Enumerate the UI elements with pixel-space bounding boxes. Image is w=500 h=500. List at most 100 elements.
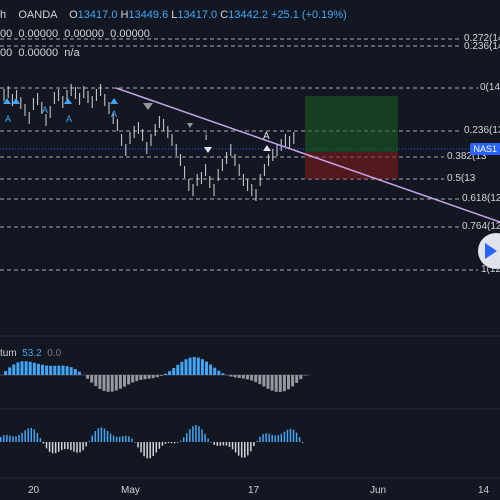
momentum-bar	[200, 359, 204, 375]
indicator-row-1: 00 0.00000 0.00000 0.00000	[0, 28, 150, 40]
signal-markers	[3, 98, 118, 104]
oscillator-bar	[189, 429, 191, 442]
oscillator-bar	[289, 428, 292, 442]
fib-label: 0.272(14	[464, 33, 500, 44]
ohlc-legend: h OANDA O13417.0 H13449.6 L13417.0 C1344…	[0, 9, 347, 21]
momentum-bar	[155, 375, 159, 378]
price-tag: NAS1	[470, 143, 500, 155]
momentum-bar	[278, 375, 282, 393]
momentum-bar	[53, 365, 57, 375]
momentum-bar	[254, 375, 258, 383]
oscillator-bar	[228, 442, 231, 447]
oscillator-bar	[176, 442, 179, 443]
momentum-bar	[94, 375, 98, 387]
x-axis-label: 14	[478, 485, 490, 496]
oscillator-bar	[186, 433, 188, 442]
oscillator-bar	[247, 442, 249, 456]
oscillator-bar	[15, 436, 17, 442]
oscillator-bar	[64, 442, 66, 450]
momentum-bar	[287, 375, 290, 390]
timeframe: h	[0, 9, 7, 21]
play-button[interactable]	[478, 233, 500, 269]
down-arrow-icon	[187, 123, 193, 128]
momentum-bar	[262, 375, 266, 387]
oscillator-bar	[61, 442, 63, 451]
momentum-bar	[8, 367, 12, 375]
indicator-value: 00	[0, 47, 13, 59]
momentum-bar	[274, 375, 278, 392]
momentum-bar	[188, 357, 192, 375]
momentum-bar	[205, 361, 208, 375]
oscillator-bar	[179, 440, 182, 442]
momentum-bar	[237, 375, 241, 379]
oscillator-bar	[170, 442, 173, 444]
oscillator-bar	[222, 442, 225, 446]
high-value: 13449.6	[128, 9, 169, 21]
oscillator-bar	[6, 434, 8, 442]
oscillator-bar	[207, 438, 209, 442]
oscillator-bar	[237, 442, 240, 456]
momentum-histogram	[4, 357, 307, 393]
oscillator-bar	[280, 433, 283, 442]
oscillator-bar	[244, 442, 246, 458]
oscillator-bar	[183, 437, 185, 442]
momentum-label: tum 53.2 0.0	[0, 348, 61, 359]
oscillator-bar	[295, 432, 298, 442]
oscillator-bar	[0, 437, 2, 442]
oscillator-bar	[94, 431, 97, 442]
profit-zone	[305, 96, 398, 152]
x-axis-label: May	[121, 485, 140, 496]
momentum-bar	[135, 375, 139, 381]
momentum-value-2: 0.0	[47, 348, 62, 359]
momentum-bar	[299, 375, 303, 380]
loss-zone	[305, 152, 398, 179]
oscillator-bar	[146, 442, 148, 459]
trend-line	[115, 87, 500, 223]
momentum-bar	[291, 375, 295, 387]
momentum-bar	[164, 373, 167, 375]
momentum-bar	[176, 364, 180, 375]
oscillator-bar	[118, 436, 121, 442]
oscillator-bar	[39, 437, 42, 442]
oscillator-bar	[286, 429, 289, 442]
momentum-bar	[123, 375, 126, 387]
oscillator-bar	[173, 442, 176, 444]
oscillator-bar	[231, 442, 234, 450]
momentum-bar	[77, 371, 81, 375]
oscillator-bar	[42, 442, 45, 444]
up-arrow-icon	[110, 98, 118, 104]
momentum-bar	[184, 359, 188, 375]
oscillator-bar	[54, 442, 57, 454]
indicator-row-2: 00 0.00000 n/a	[0, 47, 80, 59]
oscillator-bar	[24, 430, 26, 442]
momentum-bar	[61, 365, 65, 375]
oscillator-bar	[79, 442, 81, 453]
oscillator-bar	[131, 438, 133, 442]
close-value: 13442.2	[228, 9, 268, 21]
up-arrow-icon	[12, 98, 20, 104]
oscillator-bar	[271, 434, 273, 442]
indicator-value: 0.00000	[110, 28, 150, 40]
oscillator-bar	[45, 442, 48, 449]
oscillator-bar	[225, 442, 228, 446]
fib-label: 0.236(14	[464, 41, 500, 52]
oscillator-bar	[213, 442, 215, 445]
oscillator-bar	[201, 429, 203, 442]
indicator-value: n/a	[64, 47, 80, 59]
oscillator-bar	[30, 427, 32, 442]
oscillator-bar	[161, 442, 164, 446]
oscillator-bar	[122, 436, 124, 442]
oscillator-bar	[103, 428, 106, 442]
momentum-bar	[151, 375, 155, 379]
momentum-bar	[69, 367, 73, 375]
momentum-bar	[192, 357, 196, 375]
fib-lines	[0, 38, 478, 271]
oscillator-bar	[51, 442, 54, 454]
wave-label: A	[263, 131, 270, 142]
oscillator-bar	[27, 428, 29, 442]
oscillator-bar	[137, 442, 139, 448]
oscillator-bar	[143, 442, 145, 457]
oscillator-bar	[167, 442, 170, 444]
momentum-bar	[217, 370, 221, 375]
